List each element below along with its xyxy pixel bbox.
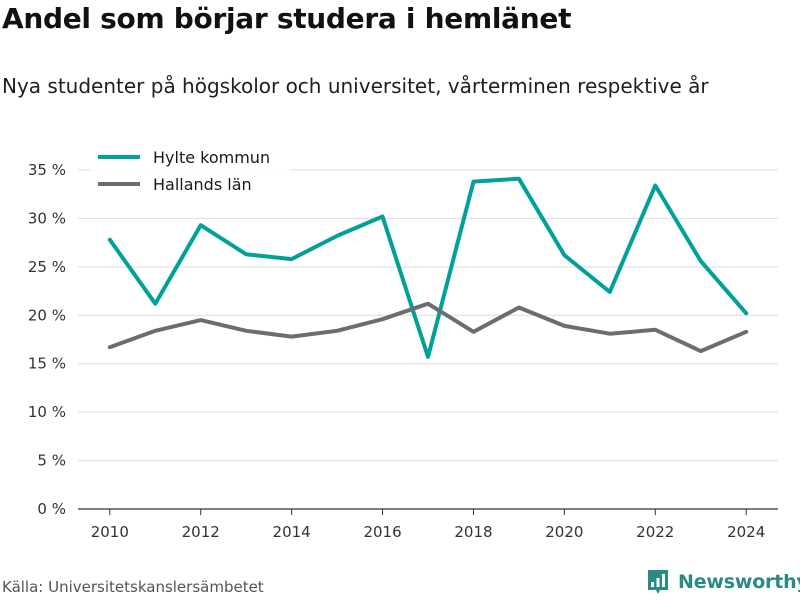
x-tick-label: 2020 — [545, 523, 583, 541]
x-tick-label: 2024 — [727, 523, 765, 541]
brand-name: Newsworthy — [678, 571, 800, 593]
y-tick-label: 10 % — [28, 403, 66, 421]
chart-subtitle: Nya studenter på högskolor och universit… — [2, 74, 709, 98]
newsworthy-icon — [648, 570, 668, 594]
y-tick-label: 35 % — [28, 161, 66, 179]
source-note: Källa: Universitetskanslersämbetet — [2, 578, 264, 596]
series-line-hylte[interactable] — [107, 176, 749, 359]
brand-logo[interactable]: Newsworthy — [646, 568, 800, 596]
line-chart: 0 % 5 % 10 % 15 % 20 % 25 % 30 % 35 % 2010 2012 20… — [27, 142, 778, 541]
legend-label[interactable]: Hallands län — [153, 175, 252, 194]
x-tick-label: 2016 — [363, 523, 401, 541]
x-tick-label: 2022 — [636, 523, 674, 541]
legend-background — [90, 142, 290, 198]
y-tick-label: 5 % — [37, 452, 66, 470]
chart-title: Andel som börjar studera i hemlänet — [2, 2, 572, 35]
y-tick-label: 25 % — [28, 258, 66, 276]
y-tick-label: 0 % — [37, 500, 66, 518]
x-tick-label: 2010 — [91, 523, 129, 541]
x-tick-label: 2014 — [273, 523, 311, 541]
y-tick-label: 30 % — [28, 209, 66, 227]
series-line-halland[interactable] — [107, 301, 749, 354]
x-tick-label: 2018 — [454, 523, 492, 541]
y-tick-label: 15 % — [28, 355, 66, 373]
x-tick-label: 2012 — [182, 523, 220, 541]
y-tick-label: 20 % — [28, 306, 66, 324]
legend-label[interactable]: Hylte kommun — [153, 148, 270, 167]
